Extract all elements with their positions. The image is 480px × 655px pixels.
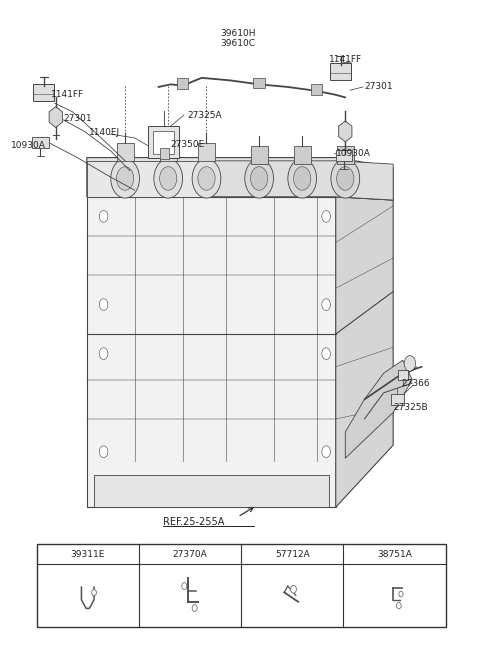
- Text: 27350E: 27350E: [170, 140, 205, 149]
- Text: 38751A: 38751A: [377, 550, 412, 559]
- Text: 39311E: 39311E: [71, 550, 105, 559]
- Circle shape: [198, 167, 215, 190]
- Circle shape: [99, 299, 108, 310]
- Circle shape: [192, 605, 197, 612]
- Circle shape: [99, 348, 108, 360]
- Bar: [32, 137, 48, 149]
- Circle shape: [245, 159, 274, 198]
- Circle shape: [92, 590, 96, 596]
- Circle shape: [322, 348, 330, 360]
- Circle shape: [117, 167, 134, 190]
- Text: 39610H
39610C: 39610H 39610C: [220, 29, 255, 48]
- Circle shape: [99, 446, 108, 458]
- Bar: [148, 126, 179, 158]
- Polygon shape: [87, 196, 336, 507]
- Polygon shape: [211, 161, 393, 200]
- Bar: [159, 149, 169, 159]
- Text: 1141FF: 1141FF: [328, 55, 361, 64]
- Text: 1140EJ: 1140EJ: [89, 128, 120, 138]
- Circle shape: [399, 591, 403, 597]
- Circle shape: [336, 167, 354, 190]
- Bar: [36, 544, 446, 627]
- Bar: [253, 78, 265, 88]
- Text: 10930A: 10930A: [336, 149, 371, 158]
- Bar: [294, 146, 311, 164]
- Circle shape: [159, 167, 177, 190]
- Bar: [336, 146, 354, 164]
- Bar: [391, 394, 404, 405]
- Bar: [198, 143, 215, 161]
- Text: 1141FF: 1141FF: [51, 90, 84, 100]
- Polygon shape: [339, 121, 352, 142]
- Circle shape: [288, 159, 317, 198]
- Text: 27301: 27301: [63, 114, 92, 123]
- Circle shape: [322, 446, 330, 458]
- Bar: [33, 84, 54, 102]
- Text: 27325B: 27325B: [393, 403, 428, 412]
- Circle shape: [404, 356, 416, 371]
- Text: 27366: 27366: [402, 379, 431, 388]
- Bar: [153, 132, 174, 154]
- Text: 57712A: 57712A: [275, 550, 310, 559]
- Polygon shape: [94, 475, 328, 507]
- Bar: [311, 84, 323, 95]
- Bar: [251, 146, 268, 164]
- Circle shape: [182, 582, 187, 590]
- Circle shape: [99, 210, 108, 222]
- Polygon shape: [336, 196, 393, 507]
- Bar: [398, 370, 408, 380]
- Circle shape: [154, 159, 182, 198]
- Bar: [177, 79, 188, 89]
- Text: 27301: 27301: [364, 83, 393, 92]
- Circle shape: [111, 159, 140, 198]
- Polygon shape: [87, 161, 211, 196]
- Circle shape: [396, 603, 401, 608]
- Text: 27370A: 27370A: [173, 550, 207, 559]
- Circle shape: [322, 299, 330, 310]
- Circle shape: [322, 210, 330, 222]
- Circle shape: [192, 159, 221, 198]
- Circle shape: [251, 167, 268, 190]
- Text: 10930A: 10930A: [11, 141, 46, 150]
- Bar: [330, 64, 351, 81]
- Bar: [336, 150, 352, 162]
- Polygon shape: [345, 360, 412, 458]
- Text: 27325A: 27325A: [187, 111, 222, 120]
- Circle shape: [294, 167, 311, 190]
- Polygon shape: [87, 158, 393, 200]
- Polygon shape: [49, 107, 62, 128]
- Bar: [159, 143, 177, 161]
- Text: REF.25-255A: REF.25-255A: [163, 517, 225, 527]
- Circle shape: [331, 159, 360, 198]
- Circle shape: [290, 586, 296, 593]
- Bar: [117, 143, 134, 161]
